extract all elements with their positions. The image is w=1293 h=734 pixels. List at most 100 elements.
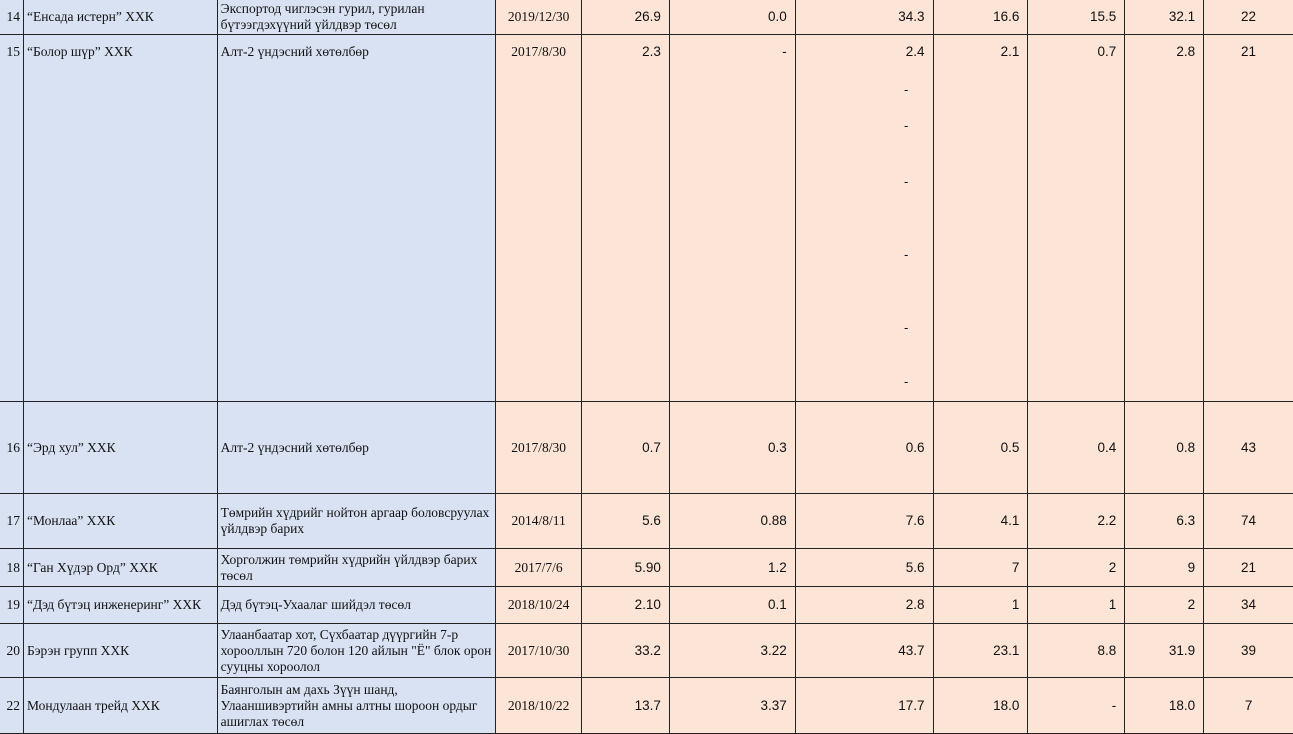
value-cell-6[interactable]: 18.0 [1125, 678, 1205, 734]
value-cell-1[interactable]: 5.6 [582, 494, 670, 549]
company-cell[interactable]: “Болор шүр” ХХК [23, 35, 218, 402]
project-cell[interactable]: Алт-2 үндэсний хөтөлбөр [217, 35, 497, 402]
value-cell-1[interactable]: 2.3 [582, 35, 670, 402]
table-row: 14 “Енсада истерн” ХХК Экспортод чиглэсэ… [0, 0, 1293, 35]
value-cell-6[interactable]: 0.8 [1125, 402, 1205, 494]
value-cell-1[interactable]: 0.7 [582, 402, 670, 494]
value-cell-7[interactable]: 43 [1204, 402, 1293, 494]
value-cell-3[interactable]: 2.8 [795, 587, 934, 624]
value-cell-3[interactable]: 43.7 [795, 624, 934, 678]
value-cell-2[interactable]: 0.88 [669, 494, 796, 549]
value-cell-2[interactable]: 0.3 [669, 402, 796, 494]
value-cell-3[interactable]: 5.6 [795, 549, 934, 587]
value-cell-6[interactable]: 6.3 [1125, 494, 1205, 549]
row-number[interactable]: 19 [0, 587, 24, 624]
value-cell-3[interactable]: 7.6 [795, 494, 934, 549]
stray-dash: - [904, 174, 909, 189]
row-number[interactable]: 15 [0, 35, 24, 402]
value-cell-1[interactable]: 2.10 [582, 587, 670, 624]
company-cell[interactable]: “Монлаа” ХХК [23, 494, 218, 549]
date-cell[interactable]: 2017/8/30 [496, 35, 583, 402]
company-cell[interactable]: “Енсада истерн” ХХК [23, 0, 218, 35]
value-cell-4[interactable]: 2.1 [933, 35, 1029, 402]
date-cell[interactable]: 2017/8/30 [496, 402, 583, 494]
value-cell-1[interactable]: 13.7 [582, 678, 670, 734]
date-cell[interactable]: 2018/10/22 [496, 678, 583, 734]
value-cell-4[interactable]: 16.6 [933, 0, 1029, 35]
value-cell-4[interactable]: 0.5 [933, 402, 1029, 494]
project-cell[interactable]: Баянголын ам дахь Зүүн шанд, Улааншивэрт… [217, 678, 497, 734]
value-cell-7[interactable]: 21 [1204, 35, 1293, 402]
value-cell-2[interactable]: 1.2 [669, 549, 796, 587]
value-cell-7[interactable]: 74 [1204, 494, 1293, 549]
stray-dash: - [904, 320, 909, 335]
value-cell-5[interactable]: 0.4 [1028, 402, 1126, 494]
date-cell[interactable]: 2017/7/6 [496, 549, 583, 587]
row-number[interactable]: 20 [0, 624, 24, 678]
value-cell-4[interactable]: 7 [933, 549, 1029, 587]
value-cell-6[interactable]: 32.1 [1125, 0, 1205, 35]
project-cell[interactable]: Улаанбаатар хот, Сүхбаатар дүүргийн 7-р … [217, 624, 497, 678]
value-cell-5[interactable]: - [1028, 678, 1126, 734]
value-cell-6[interactable]: 9 [1125, 549, 1205, 587]
value-cell-3[interactable]: 34.3 [795, 0, 934, 35]
value-cell-1[interactable]: 26.9 [582, 0, 670, 35]
company-cell[interactable]: “Дэд бүтэц инженеринг” ХХК [23, 587, 218, 624]
table-row: 15 “Болор шүр” ХХК Алт-2 үндэсний хөтөлб… [0, 35, 1293, 402]
value-cell-5[interactable]: 2 [1028, 549, 1126, 587]
table-row: 19 “Дэд бүтэц инженеринг” ХХК Дэд бүтэц-… [0, 587, 1293, 624]
table-row: 16 “Эрд хул” ХХК Алт-2 үндэсний хөтөлбөр… [0, 402, 1293, 494]
date-cell[interactable]: 2017/10/30 [496, 624, 583, 678]
row-number[interactable]: 22 [0, 678, 24, 734]
value-cell-4[interactable]: 4.1 [933, 494, 1029, 549]
value-cell-2[interactable]: 3.37 [669, 678, 796, 734]
value-cell-5[interactable]: 0.7 [1028, 35, 1126, 402]
value-cell-1[interactable]: 5.90 [582, 549, 670, 587]
value-cell-3[interactable]: 2.4 [795, 35, 934, 402]
project-cell[interactable]: Хорголжин төмрийн хүдрийн үйлдвэр барих … [217, 549, 497, 587]
value-cell-3[interactable]: 0.6 [795, 402, 934, 494]
value-cell-5[interactable]: 1 [1028, 587, 1126, 624]
table-row: 22 Мондулаан трейд ХХК Баянголын ам дахь… [0, 678, 1293, 734]
value-cell-5[interactable]: 8.8 [1028, 624, 1126, 678]
project-cell[interactable]: Төмрийн хүдрийг нойтон аргаар боловсруул… [217, 494, 497, 549]
row-number[interactable]: 16 [0, 402, 24, 494]
stray-dash: - [904, 118, 909, 133]
value-cell-2[interactable]: 0.0 [669, 0, 796, 35]
value-cell-7[interactable]: 39 [1204, 624, 1293, 678]
company-cell[interactable]: “Ган Хүдэр Орд” ХХК [23, 549, 218, 587]
value-cell-5[interactable]: 2.2 [1028, 494, 1126, 549]
stray-dash: - [904, 82, 909, 97]
date-cell[interactable]: 2014/8/11 [496, 494, 583, 549]
value-cell-4[interactable]: 1 [933, 587, 1029, 624]
row-number[interactable]: 18 [0, 549, 24, 587]
stray-dash: - [904, 247, 909, 262]
value-cell-7[interactable]: 7 [1204, 678, 1293, 734]
value-cell-2[interactable]: 3.22 [669, 624, 796, 678]
value-cell-6[interactable]: 2.8 [1125, 35, 1205, 402]
row-number[interactable]: 17 [0, 494, 24, 549]
project-cell[interactable]: Алт-2 үндэсний хөтөлбөр [217, 402, 497, 494]
date-cell[interactable]: 2019/12/30 [496, 0, 583, 35]
company-cell[interactable]: “Эрд хул” ХХК [23, 402, 218, 494]
project-cell[interactable]: Экспортод чиглэсэн гурил, гурилан бүтээг… [217, 0, 497, 35]
project-cell[interactable]: Дэд бүтэц-Ухаалаг шийдэл төсөл [217, 587, 497, 624]
company-cell[interactable]: Бэрэн групп ХХК [23, 624, 218, 678]
value-cell-4[interactable]: 18.0 [933, 678, 1029, 734]
stray-dash: - [904, 374, 909, 389]
value-cell-6[interactable]: 2 [1125, 587, 1205, 624]
value-cell-4[interactable]: 23.1 [933, 624, 1029, 678]
table-row: 18 “Ган Хүдэр Орд” ХХК Хорголжин төмрийн… [0, 549, 1293, 587]
company-cell[interactable]: Мондулаан трейд ХХК [23, 678, 218, 734]
date-cell[interactable]: 2018/10/24 [496, 587, 583, 624]
value-cell-7[interactable]: 22 [1204, 0, 1293, 35]
value-cell-2[interactable]: - [669, 35, 796, 402]
value-cell-5[interactable]: 15.5 [1028, 0, 1126, 35]
value-cell-6[interactable]: 31.9 [1125, 624, 1205, 678]
value-cell-7[interactable]: 34 [1204, 587, 1293, 624]
row-number[interactable]: 14 [0, 0, 24, 35]
value-cell-1[interactable]: 33.2 [582, 624, 670, 678]
value-cell-3[interactable]: 17.7 [795, 678, 934, 734]
value-cell-7[interactable]: 21 [1204, 549, 1293, 587]
value-cell-2[interactable]: 0.1 [669, 587, 796, 624]
